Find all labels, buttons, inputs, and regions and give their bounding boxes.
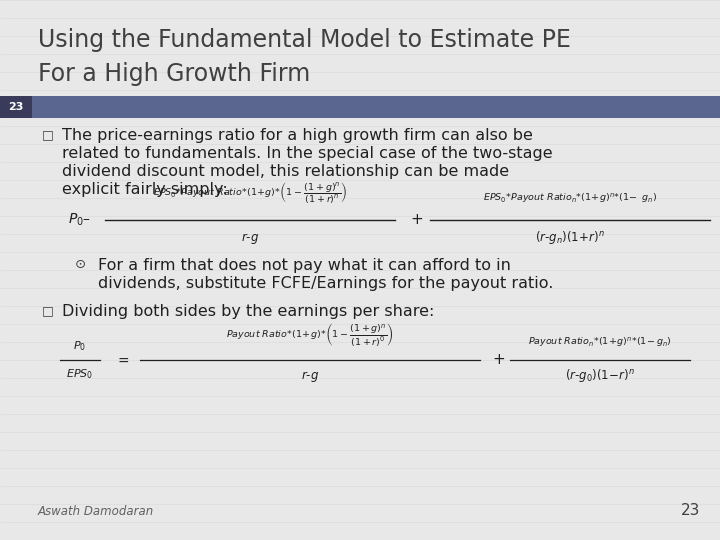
Text: $(r\text{-}g_0)(1\!-\!r)^n$: $(r\text{-}g_0)(1\!-\!r)^n$ <box>565 368 635 384</box>
Text: 23: 23 <box>680 503 700 518</box>
Text: For a High Growth Firm: For a High Growth Firm <box>38 62 310 86</box>
Text: $+$: $+$ <box>492 353 505 368</box>
Text: dividends, substitute FCFE/Earnings for the payout ratio.: dividends, substitute FCFE/Earnings for … <box>98 276 554 291</box>
Text: $r\text{-}g$: $r\text{-}g$ <box>301 368 319 383</box>
Text: □: □ <box>42 128 54 141</box>
Text: 23: 23 <box>9 102 24 112</box>
Text: $P_0$: $P_0$ <box>73 339 86 353</box>
Text: □: □ <box>42 304 54 317</box>
Text: $(r\text{-}g_n)(1\!+\!r)^n$: $(r\text{-}g_n)(1\!+\!r)^n$ <box>535 230 605 246</box>
Text: For a firm that does not pay what it can afford to in: For a firm that does not pay what it can… <box>98 258 511 273</box>
Text: $EPS_0$: $EPS_0$ <box>66 367 94 381</box>
Text: $Payout\ Ratio\!*\!(1\!+\!g)\!*\!\left(1-\dfrac{(1+g)^n}{(1+r)^0}\right)$: $Payout\ Ratio\!*\!(1\!+\!g)\!*\!\left(1… <box>226 321 394 348</box>
Text: $=$: $=$ <box>115 353 130 367</box>
Text: $Payout\ Ratio_n\!*\!(1\!+\!g)^n\!*\!(1\!-g_n)$: $Payout\ Ratio_n\!*\!(1\!+\!g)^n\!*\!(1\… <box>528 335 672 349</box>
Text: $P_0–$: $P_0–$ <box>68 212 91 228</box>
Text: $EPS_0\!*\!Payout\ Ratio\!*\!(1\!+\!g)\!*\!\left(1-\dfrac{(1+g)^n}{(1+r)^n}\righ: $EPS_0\!*\!Payout\ Ratio\!*\!(1\!+\!g)\!… <box>153 179 347 205</box>
Text: $+$: $+$ <box>410 213 423 227</box>
Text: explicit fairly simply:: explicit fairly simply: <box>62 182 228 197</box>
Text: ⊙: ⊙ <box>75 258 86 271</box>
Text: related to fundamentals. In the special case of the two-stage: related to fundamentals. In the special … <box>62 146 553 161</box>
Bar <box>32 96 720 118</box>
Text: dividend discount model, this relationship can be made: dividend discount model, this relationsh… <box>62 164 509 179</box>
Bar <box>0 96 32 118</box>
Text: $r\text{-}g$: $r\text{-}g$ <box>241 231 259 246</box>
Text: Using the Fundamental Model to Estimate PE: Using the Fundamental Model to Estimate … <box>38 28 571 52</box>
Text: The price-earnings ratio for a high growth firm can also be: The price-earnings ratio for a high grow… <box>62 128 533 143</box>
Text: $EPS_0\!*\!Payout\ Ratio_n\!*\!(1\!+\!g)^n\!*\!(1\!-\ g_n)$: $EPS_0\!*\!Payout\ Ratio_n\!*\!(1\!+\!g)… <box>483 191 657 205</box>
Text: Dividing both sides by the earnings per share:: Dividing both sides by the earnings per … <box>62 304 434 319</box>
Text: Aswath Damodaran: Aswath Damodaran <box>38 505 154 518</box>
